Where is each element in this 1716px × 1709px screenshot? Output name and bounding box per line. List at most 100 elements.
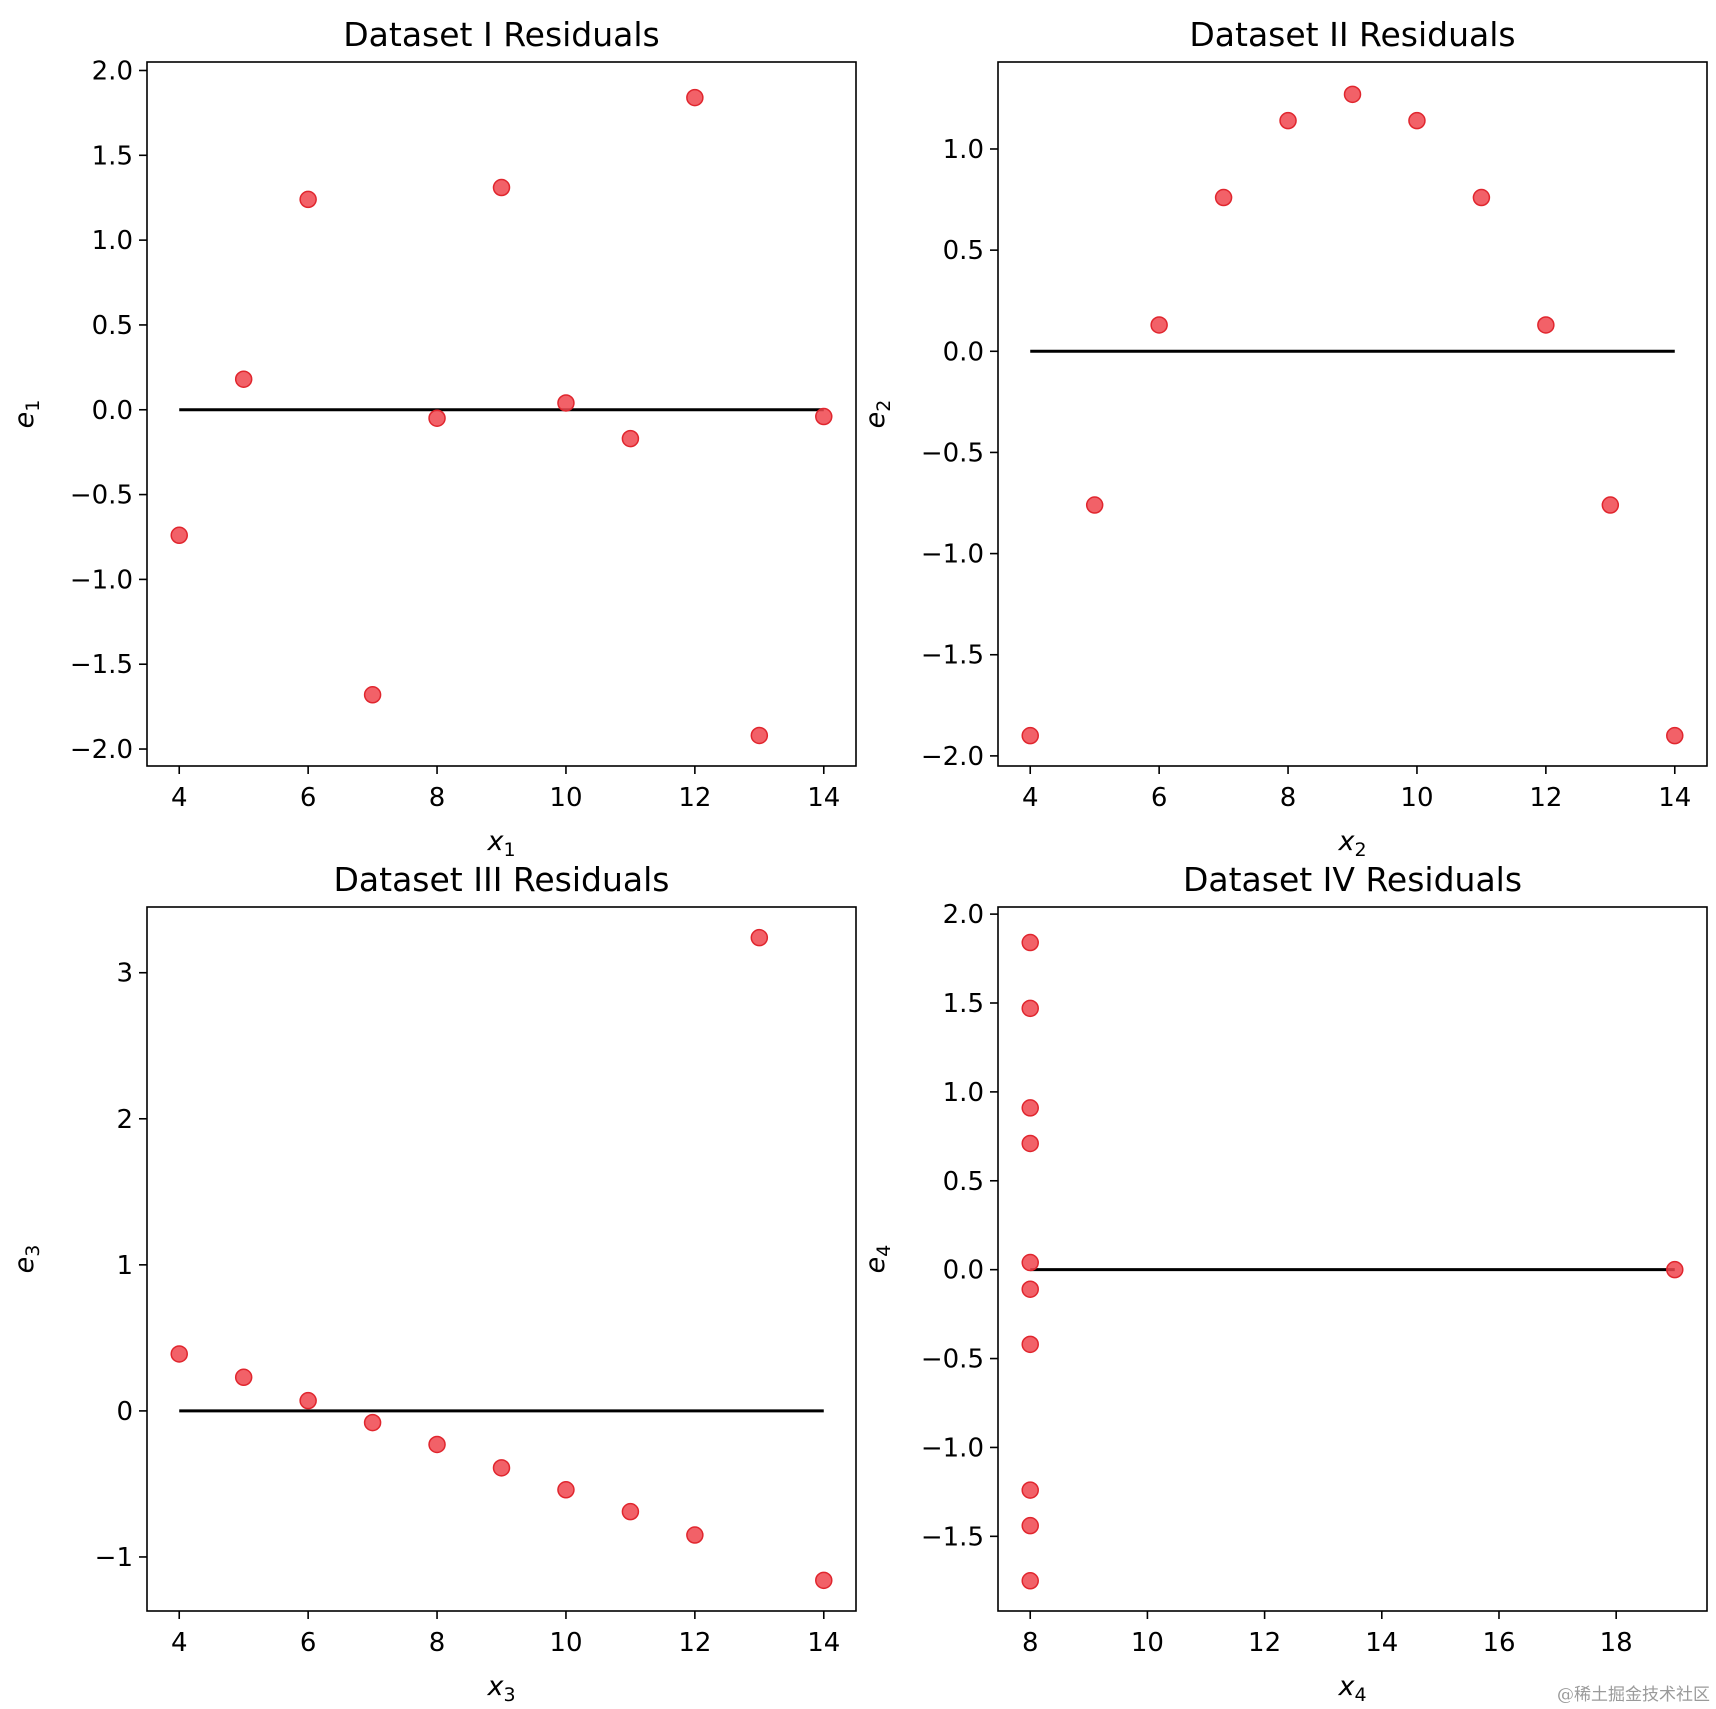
data-point xyxy=(1021,1516,1039,1535)
chart-title: Dataset I Residuals xyxy=(343,15,660,54)
x-tick-label: 14 xyxy=(1365,1628,1398,1658)
data-point xyxy=(1537,316,1555,334)
y-tick-label: 1.5 xyxy=(943,989,984,1019)
data-point xyxy=(1214,188,1233,207)
y-axis-label-symbol: e xyxy=(9,1257,40,1274)
x-tick-label: 12 xyxy=(1529,783,1562,813)
y-tick-label: 2.0 xyxy=(92,56,133,86)
y-tick-label: 0.0 xyxy=(92,396,133,426)
y-tick-label: −0.5 xyxy=(70,481,133,511)
plot-frame xyxy=(146,61,857,767)
x-axis-label-symbol: x xyxy=(1337,1671,1355,1702)
y-tick-label: −1.0 xyxy=(70,565,133,595)
y-tick-label: −2.0 xyxy=(70,735,133,765)
x-tick-label: 4 xyxy=(171,783,188,813)
y-tick-label: −1 xyxy=(95,1543,133,1573)
y-tick-label: 1.5 xyxy=(92,141,133,171)
data-point xyxy=(686,88,704,107)
plot-frame xyxy=(997,906,1708,1612)
y-axis-label-subscript: 4 xyxy=(873,1245,895,1257)
x-tick-label: 8 xyxy=(429,783,446,813)
plot-frame xyxy=(997,61,1708,767)
x-axis-label: x1 xyxy=(486,826,515,861)
y-tick-label: −1.5 xyxy=(921,641,984,671)
y-tick-label: −1.0 xyxy=(921,540,984,570)
x-tick-label: 10 xyxy=(1400,783,1433,813)
y-axis-label: e1 xyxy=(9,400,44,429)
chart-title: Dataset IV Residuals xyxy=(1183,860,1522,899)
data-point xyxy=(234,370,253,388)
x-tick-label: 4 xyxy=(171,1628,188,1658)
x-tick-label: 6 xyxy=(300,1628,317,1658)
y-tick-label: 0.5 xyxy=(943,1167,984,1197)
y-axis-label-subscript: 1 xyxy=(22,400,44,412)
x-axis-label: x4 xyxy=(1337,1671,1366,1706)
y-tick-label: −1.0 xyxy=(921,1433,984,1463)
data-point xyxy=(557,1481,575,1499)
x-tick-label: 10 xyxy=(549,783,582,813)
x-tick-label: 14 xyxy=(1658,783,1691,813)
y-tick-label: 2 xyxy=(116,1105,133,1135)
x-tick-label: 14 xyxy=(807,1628,840,1658)
x-tick-label: 16 xyxy=(1482,1628,1515,1658)
x-axis-label: x2 xyxy=(1337,826,1366,861)
x-axis-label: x3 xyxy=(486,1671,515,1706)
data-point xyxy=(1021,1481,1039,1499)
x-axis-label-subscript: 2 xyxy=(1354,839,1366,861)
data-point xyxy=(1021,1335,1039,1354)
data-point xyxy=(1021,1280,1039,1298)
x-axis-label-subscript: 4 xyxy=(1354,1684,1366,1706)
y-tick-label: 1.0 xyxy=(943,1078,984,1108)
x-axis-label-symbol: x xyxy=(486,1671,504,1702)
x-axis-label-subscript: 1 xyxy=(503,839,515,861)
data-point xyxy=(299,1391,317,1410)
y-tick-label: −0.5 xyxy=(921,438,984,468)
data-point xyxy=(1021,1134,1039,1153)
x-tick-label: 10 xyxy=(549,1628,582,1658)
data-point xyxy=(815,407,833,426)
data-point xyxy=(1021,1572,1039,1590)
data-point xyxy=(750,928,769,947)
y-tick-label: 3 xyxy=(116,959,133,989)
data-point xyxy=(1021,999,1039,1018)
y-axis-label-subscript: 2 xyxy=(873,400,895,412)
y-axis-label: e3 xyxy=(9,1245,44,1274)
data-point xyxy=(1021,933,1039,952)
y-tick-label: 1.0 xyxy=(92,226,133,256)
plot-frame xyxy=(146,906,857,1612)
y-tick-label: 0.0 xyxy=(943,1256,984,1286)
x-tick-label: 14 xyxy=(807,783,840,813)
y-axis-label-subscript: 3 xyxy=(22,1245,44,1257)
data-point xyxy=(363,1413,382,1432)
chart-title: Dataset III Residuals xyxy=(334,860,670,899)
x-tick-label: 8 xyxy=(1022,1628,1039,1658)
data-point xyxy=(363,686,382,704)
x-axis-label-subscript: 3 xyxy=(503,1684,515,1706)
x-axis-label-symbol: x xyxy=(486,826,504,857)
y-tick-label: 1 xyxy=(116,1251,133,1281)
data-point xyxy=(621,1502,640,1521)
data-point xyxy=(1472,188,1491,207)
x-tick-label: 12 xyxy=(678,783,711,813)
data-point xyxy=(492,178,511,197)
data-point xyxy=(492,1459,511,1477)
y-axis-label: e2 xyxy=(860,400,895,429)
data-point xyxy=(750,726,769,745)
chart-title: Dataset II Residuals xyxy=(1189,15,1515,54)
data-point xyxy=(170,1345,188,1363)
x-axis-label-symbol: x xyxy=(1337,826,1355,857)
y-tick-label: 2.0 xyxy=(943,900,984,930)
y-tick-label: −0.5 xyxy=(921,1345,984,1375)
data-point xyxy=(1021,1253,1039,1272)
y-axis-label: e4 xyxy=(860,1245,895,1274)
subplot-dataset-4: 8 10 12 14 16 18 −1.5 −1.0 −0.5 0.0 0.5 1.0 1.5 2.0 Da… xyxy=(860,860,1708,1706)
data-point xyxy=(428,1435,446,1454)
x-tick-label: 8 xyxy=(1280,783,1297,813)
x-tick-label: 12 xyxy=(1248,1628,1281,1658)
data-point xyxy=(1408,111,1426,130)
y-tick-label: 0.5 xyxy=(943,236,984,266)
x-tick-label: 12 xyxy=(678,1628,711,1658)
x-tick-label: 18 xyxy=(1600,1628,1633,1658)
y-tick-label: −1.5 xyxy=(70,650,133,680)
y-axis-label-symbol: e xyxy=(860,412,891,429)
